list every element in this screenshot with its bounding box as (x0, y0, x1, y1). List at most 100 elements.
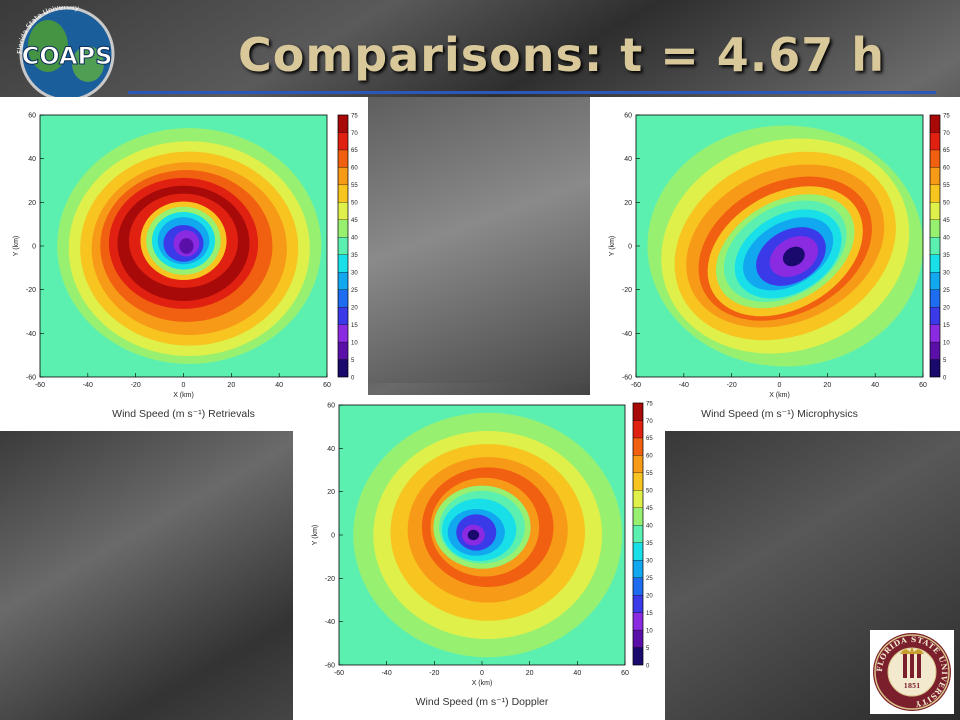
colorbar-tick-label: 10 (646, 628, 653, 634)
y-tick-label: -20 (622, 287, 632, 294)
x-axis-label: X (km) (173, 392, 194, 399)
colorbar-tick-label: 65 (943, 148, 950, 154)
colorbar-tick-label: 50 (351, 201, 358, 207)
x-tick-label: -60 (631, 382, 641, 389)
colorbar-swatch (929, 289, 941, 308)
x-tick-label: 60 (621, 670, 629, 677)
colorbar-tick-label: 25 (646, 576, 653, 582)
colorbar-tick-label: 50 (646, 489, 653, 495)
x-tick-label: 20 (526, 670, 534, 677)
colorbar-tick-label: 10 (943, 340, 950, 346)
colorbar-tick-label: 25 (943, 288, 950, 294)
y-tick-label: 40 (624, 156, 632, 163)
colorbar-swatch (632, 507, 644, 526)
colorbar-tick-label: 0 (646, 663, 650, 669)
microphysics-contour-plot: -60 -40 -20 0 20 40 60 60 40 20 0 -20 -40 -60 X (km) Y … (609, 113, 950, 421)
panel-caption: Wind Speed (m s⁻¹) Retrievals (112, 408, 255, 420)
colorbar-frame (337, 114, 349, 378)
contour-band (782, 246, 805, 267)
contour-field (338, 404, 626, 666)
colorbar-swatch (929, 149, 941, 168)
colorbar-swatch (337, 289, 349, 308)
colorbar-tick-label: 45 (943, 218, 950, 224)
x-tick-label: -20 (727, 382, 737, 389)
colorbar-swatch (929, 359, 941, 378)
y-tick-label: 40 (327, 446, 335, 453)
colorbar-swatch (337, 184, 349, 203)
x-tick-label: 0 (480, 670, 484, 677)
contour-field (635, 114, 924, 378)
colorbar-swatch (929, 254, 941, 273)
colorbar-swatch (632, 437, 644, 456)
colorbar-swatch (337, 219, 349, 238)
colorbar-swatch (337, 341, 349, 360)
colorbar-tick-label: 75 (646, 401, 653, 407)
colorbar-swatch (337, 202, 349, 220)
colorbar-tick-label: 5 (943, 358, 947, 364)
coaps-wordmark: COAPS (22, 42, 113, 70)
colorbar-swatch (632, 647, 644, 666)
colorbar-swatch (929, 237, 941, 255)
panel-retrievals: -60 -40 -20 0 20 40 60 60 40 20 0 -20 -40 -60 X (km) Y … (0, 97, 368, 431)
colorbar-swatch (337, 167, 349, 186)
colorbar-tick-label: 60 (943, 166, 950, 172)
x-tick-label: 0 (778, 382, 782, 389)
contour-band (179, 238, 194, 254)
colorbar-swatch (632, 402, 644, 421)
colorbar-tick-label: 30 (646, 559, 653, 565)
colorbar-swatch (929, 219, 941, 238)
y-tick-label: 60 (28, 113, 36, 120)
y-tick-label: 40 (28, 156, 36, 163)
y-axis-label: Y (km) (13, 236, 20, 256)
x-tick-label: -20 (131, 382, 141, 389)
title-rule (128, 91, 936, 94)
colorbar-swatch (929, 167, 941, 186)
colorbar-tick-label: 5 (646, 646, 650, 652)
colorbar-swatch (337, 306, 349, 325)
x-tick-label: -60 (35, 382, 45, 389)
colorbar-tick-label: 55 (943, 183, 950, 189)
contour-field (39, 114, 328, 378)
colorbar-tick-label: 15 (943, 323, 950, 329)
colorbar-swatch (632, 577, 644, 596)
colorbar-swatch (632, 612, 644, 631)
colorbar-tick-label: 50 (943, 201, 950, 207)
colorbar-tick-label: 40 (943, 236, 950, 242)
colorbar-tick-label: 70 (646, 419, 653, 425)
colorbar-tick-label: 25 (351, 288, 358, 294)
y-tick-label: -60 (325, 663, 335, 670)
colorbar-tick-label: 45 (646, 506, 653, 512)
colorbar-tick-label: 60 (646, 454, 653, 460)
y-tick-label: -60 (622, 375, 632, 382)
retrievals-contour-plot: -60 -40 -20 0 20 40 60 60 40 20 0 -20 -40 -60 X (km) Y … (13, 113, 358, 421)
colorbar-swatch (929, 341, 941, 360)
fsu-seal-logo: FLORIDA STATE UNIVERSITY 1851 (870, 630, 954, 714)
colorbar-tick-label: 5 (351, 358, 355, 364)
colorbar-tick-label: 75 (351, 113, 358, 119)
x-tick-label: 40 (275, 382, 283, 389)
colorbar-tick-label: 70 (943, 131, 950, 137)
colorbar-swatch (337, 324, 349, 343)
colorbar-tick-label: 65 (351, 148, 358, 154)
colorbar-tick-label: 35 (351, 253, 358, 259)
colorbar-swatch (632, 420, 644, 439)
y-tick-label: 60 (624, 113, 632, 120)
colorbar-tick-label: 55 (646, 471, 653, 477)
x-axis-label: X (km) (472, 680, 493, 687)
panel-caption: Wind Speed (m s⁻¹) Microphysics (701, 408, 858, 420)
y-axis-label: Y (km) (312, 525, 319, 545)
coaps-logo: Florida State University COAPS (8, 3, 126, 102)
x-tick-label: 40 (871, 382, 879, 389)
colorbar-swatch (337, 359, 349, 378)
colorbar-swatch (929, 184, 941, 203)
colorbar-swatch (632, 472, 644, 491)
y-tick-label: 0 (628, 244, 632, 251)
x-tick-label: -40 (679, 382, 689, 389)
colorbar-tick-label: 20 (646, 593, 653, 599)
y-tick-label: 0 (331, 533, 335, 540)
x-tick-label: 40 (573, 670, 581, 677)
background-gradient-box (368, 97, 590, 383)
x-tick-label: -20 (429, 670, 439, 677)
y-tick-label: 20 (28, 200, 36, 207)
